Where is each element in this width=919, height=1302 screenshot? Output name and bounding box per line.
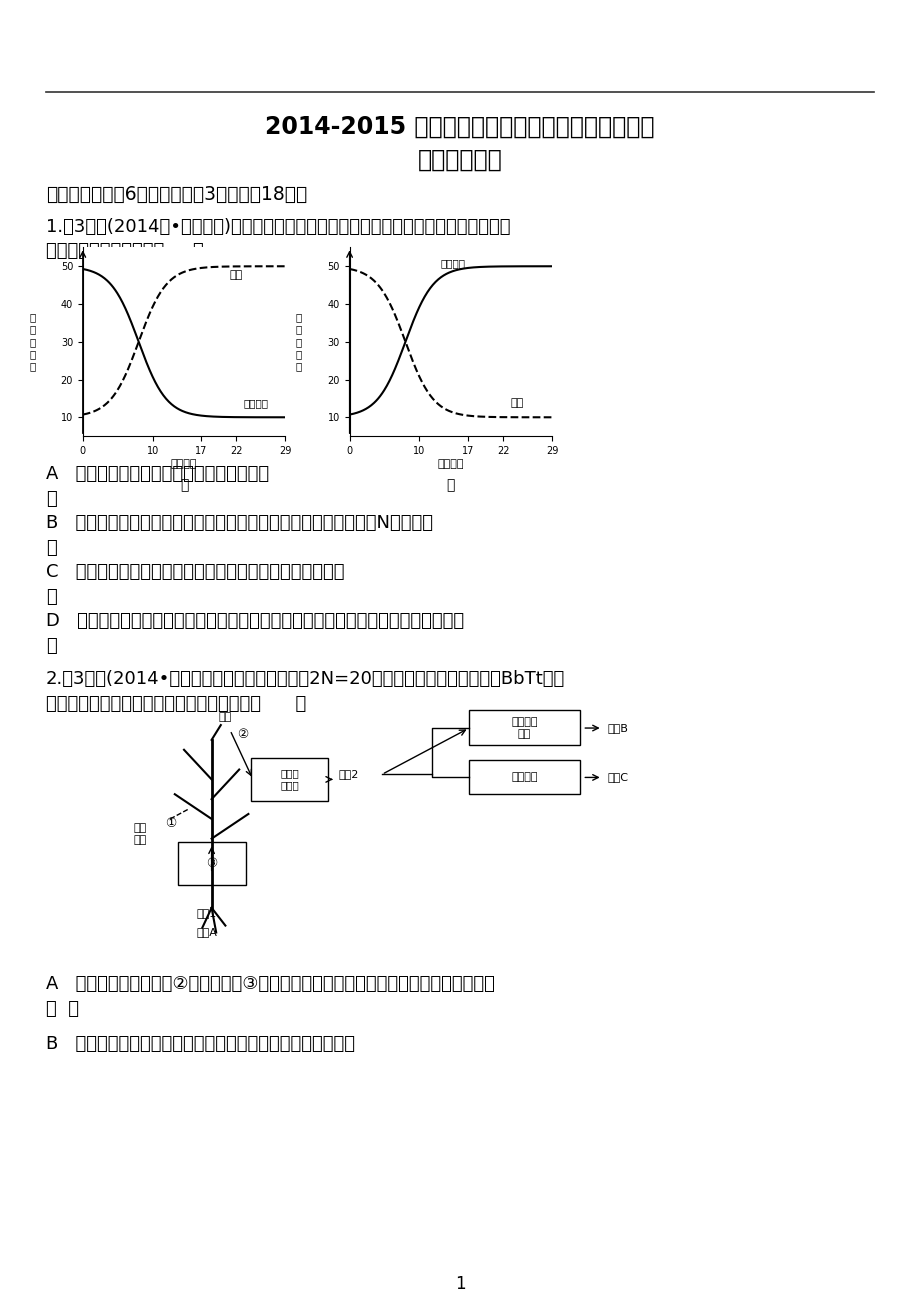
Text: ．: ． bbox=[46, 637, 57, 655]
Text: B   秋水仙素用于培育多倍体的原理是其能够抑制纺锤体的形成: B 秋水仙素用于培育多倍体的原理是其能够抑制纺锤体的形成 bbox=[46, 1035, 355, 1053]
Text: ．: ． bbox=[46, 490, 57, 508]
Bar bbox=[469, 711, 579, 745]
Text: ③: ③ bbox=[206, 857, 217, 870]
Text: 可溶性糖: 可溶性糖 bbox=[440, 258, 465, 268]
Text: A   基因重组发生在图中②过程，过程③中能够在显微镜下看到染色单体的时期是前期和中: A 基因重组发生在图中②过程，过程③中能够在显微镜下看到染色单体的时期是前期和中 bbox=[46, 975, 494, 993]
FancyBboxPatch shape bbox=[177, 841, 245, 885]
Text: 甲: 甲 bbox=[179, 478, 188, 492]
Text: 期中生物试卷: 期中生物试卷 bbox=[417, 148, 502, 172]
Text: 幼苗1: 幼苗1 bbox=[197, 907, 217, 918]
Text: 正常培育: 正常培育 bbox=[511, 772, 537, 783]
Text: B   种子发育过程中，由于可溶性糖更多地转变为油脂，种子需要的N元素增加: B 种子发育过程中，由于可溶性糖更多地转变为油脂，种子需要的N元素增加 bbox=[46, 514, 433, 533]
Text: 千
重
百
分
率: 千 重 百 分 率 bbox=[29, 312, 35, 371]
Text: 行实验的流程示意图．下列分析不正确的是（      ）: 行实验的流程示意图．下列分析不正确的是（ ） bbox=[46, 695, 306, 713]
Text: ①: ① bbox=[165, 818, 176, 831]
Text: 2.（3分）(2014•菏泽一模）如图是利用玉米（2N=20）的幼苗芽尖细胞（基因型BbTt）进: 2.（3分）(2014•菏泽一模）如图是利用玉米（2N=20）的幼苗芽尖细胞（基… bbox=[46, 671, 564, 687]
Text: 花药离
体培养: 花药离 体培养 bbox=[280, 768, 299, 790]
Text: D   种子萌发时，油脂转变为可溶性糖，说明可溶性糖是种子生命活动的直接能源物质: D 种子萌发时，油脂转变为可溶性糖，说明可溶性糖是种子生命活动的直接能源物质 bbox=[46, 612, 463, 630]
Text: 1.（3分）(2014秋•河南期中)该图是油菜种子在发育和萌发过程中，糖类和油脂的变化曲: 1.（3分）(2014秋•河南期中)该图是油菜种子在发育和萌发过程中，糖类和油脂… bbox=[46, 217, 510, 236]
Text: 乙: 乙 bbox=[446, 478, 455, 492]
Text: 脂肪: 脂肪 bbox=[509, 398, 523, 408]
Text: ②: ② bbox=[237, 728, 248, 741]
Text: 线．下列分析正确的是（     ）: 线．下列分析正确的是（ ） bbox=[46, 242, 203, 260]
Text: 幼苗2: 幼苗2 bbox=[338, 769, 358, 780]
Text: ．: ． bbox=[46, 539, 57, 557]
X-axis label: 发育天数: 发育天数 bbox=[171, 458, 197, 469]
Text: 植株C: 植株C bbox=[607, 772, 628, 783]
Text: A   种子形成过程中，油脂水解酶的活性很高: A 种子形成过程中，油脂水解酶的活性很高 bbox=[46, 465, 269, 483]
Text: ．  期: ． 期 bbox=[46, 1000, 79, 1018]
Text: 可溶性糖: 可溶性糖 bbox=[243, 398, 268, 408]
Text: 芽尖
细胞: 芽尖 细胞 bbox=[134, 823, 147, 845]
Text: 1: 1 bbox=[454, 1275, 465, 1293]
Text: 千
重
百
分
率: 千 重 百 分 率 bbox=[296, 312, 301, 371]
Text: 一、选择题（共6小题，每小题3分，满分18分）: 一、选择题（共6小题，每小题3分，满分18分） bbox=[46, 185, 307, 204]
Text: 植株B: 植株B bbox=[607, 723, 628, 733]
Text: ．: ． bbox=[46, 589, 57, 605]
Text: 2014-2015 学年河北省唐山市丰南二中高三（上）: 2014-2015 学年河北省唐山市丰南二中高三（上） bbox=[265, 115, 654, 139]
Bar bbox=[469, 759, 579, 794]
Text: 脂肪: 脂肪 bbox=[230, 270, 243, 280]
Text: 雄花: 雄花 bbox=[219, 712, 232, 723]
X-axis label: 萌发天数: 萌发天数 bbox=[437, 458, 463, 469]
Text: C   干重相等的可溶性糖和油脂中，所贮存的能量油脂多于糖: C 干重相等的可溶性糖和油脂中，所贮存的能量油脂多于糖 bbox=[46, 562, 344, 581]
Text: 秋水仙素
处理: 秋水仙素 处理 bbox=[511, 717, 537, 738]
FancyBboxPatch shape bbox=[251, 758, 328, 801]
Text: 植株A: 植株A bbox=[197, 927, 217, 937]
